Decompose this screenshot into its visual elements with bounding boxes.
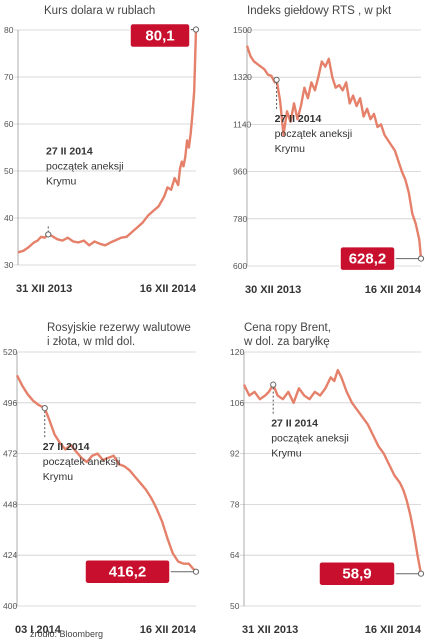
annotation-text: Krymu: [46, 175, 76, 187]
y-tick-label: 40: [4, 213, 14, 223]
y-tick-label: 400: [3, 601, 17, 611]
y-tick-label: 92: [230, 449, 240, 459]
y-tick-label: 424: [3, 550, 17, 560]
x-tick-label-start: 30 XII 2013: [245, 284, 301, 296]
annotation-text: początek aneksji: [46, 160, 124, 172]
annotation-marker: [270, 381, 277, 388]
x-tick-label-end: 16 XII 2014: [365, 624, 422, 636]
y-tick-label: 60: [4, 119, 14, 129]
chart-title: Cena ropy Brent,: [244, 322, 331, 334]
chart-title: Kurs dolara w rublach: [44, 5, 155, 17]
y-tick-label: 1140: [233, 119, 252, 129]
annotation-text: Krymu: [43, 471, 73, 483]
series-line: [245, 45, 423, 259]
value-badge-label: 628,2: [349, 251, 387, 268]
annotation-text: początek aneksji: [271, 433, 349, 445]
end-marker: [192, 26, 200, 33]
y-tick-label: 1320: [233, 72, 252, 82]
annotation-marker: [41, 404, 48, 412]
value-badge-label: 58,9: [342, 566, 371, 583]
y-tick-label: 960: [233, 167, 247, 177]
value-badge: [84, 558, 171, 585]
y-tick-label: 106: [230, 398, 244, 408]
end-marker: [192, 568, 200, 575]
annotation-text: Krymu: [271, 448, 301, 460]
source-note: źródło: Bloomberg: [30, 629, 103, 639]
value-badge-label: 416,2: [109, 564, 147, 581]
series-line: [242, 368, 423, 574]
chart-panel-2: Indeks giełdowy RTS , w pkt 600 780 960 1140…: [233, 5, 425, 296]
y-tick-label: 1500: [233, 25, 252, 35]
y-tick-label: 70: [4, 72, 14, 82]
y-tick-label: 120: [230, 347, 244, 357]
chart-panel-3: Rosyjskie rezerwy walutowe i złota, w mld…: [3, 322, 200, 636]
value-badge: [129, 22, 191, 49]
x-tick-label-start: 31 XII 2013: [242, 624, 298, 636]
y-tick-label: 496: [3, 398, 17, 408]
annotation-text: początek aneksji: [275, 128, 353, 140]
chart-title: i złota, w mld dol.: [47, 336, 135, 348]
annotation-text: 27 II 2014: [43, 441, 90, 453]
chart-title: Rosyjskie rezerwy walutowe: [47, 322, 191, 334]
x-tick-label-start: 31 XII 2013: [16, 283, 72, 295]
y-tick-label: 520: [3, 347, 17, 357]
annotation-text: 27 II 2014: [275, 113, 322, 125]
annotation-text: 27 II 2014: [271, 418, 318, 430]
x-tick-label-end: 16 XII 2014: [365, 284, 422, 296]
value-badge: [318, 560, 396, 587]
y-tick-label: 448: [3, 499, 17, 509]
chart-panel-4: Cena ropy Brent, w dol. za baryłkę 50 64 78 9…: [230, 322, 425, 636]
series-line: [17, 29, 198, 254]
chart-title: Indeks giełdowy RTS , w pkt: [247, 5, 392, 17]
y-tick-label: 50: [230, 601, 240, 611]
y-tick-label: 80: [4, 25, 14, 35]
chart-title: w dol. za baryłkę: [243, 336, 330, 348]
x-tick-label-end: 16 XII 2014: [140, 283, 197, 295]
chart-panel-1: Kurs dolara w rublach 30 40 50 60 70 80 31 XII …: [4, 5, 200, 295]
value-badge: [339, 245, 396, 272]
y-tick-label: 78: [230, 499, 240, 509]
annotation-text: Krymu: [275, 143, 305, 155]
y-tick-label: 780: [233, 214, 247, 224]
y-tick-label: 30: [4, 260, 14, 270]
y-tick-label: 600: [233, 261, 247, 271]
y-tick-label: 472: [3, 449, 17, 459]
value-badge-label: 80,1: [145, 28, 174, 45]
x-tick-label-start: 03 I 2014: [15, 624, 62, 636]
annotation-text: 27 II 2014: [46, 145, 93, 157]
annotation-marker: [45, 231, 52, 238]
end-marker: [417, 255, 425, 262]
x-tick-label-end: 16 XII 2014: [140, 624, 197, 636]
y-tick-label: 50: [4, 166, 14, 176]
annotation-text: początek aneksji: [43, 456, 121, 468]
series-line: [15, 374, 197, 573]
end-marker: [417, 570, 425, 577]
annotation-marker: [273, 76, 280, 83]
y-tick-label: 64: [230, 550, 240, 560]
